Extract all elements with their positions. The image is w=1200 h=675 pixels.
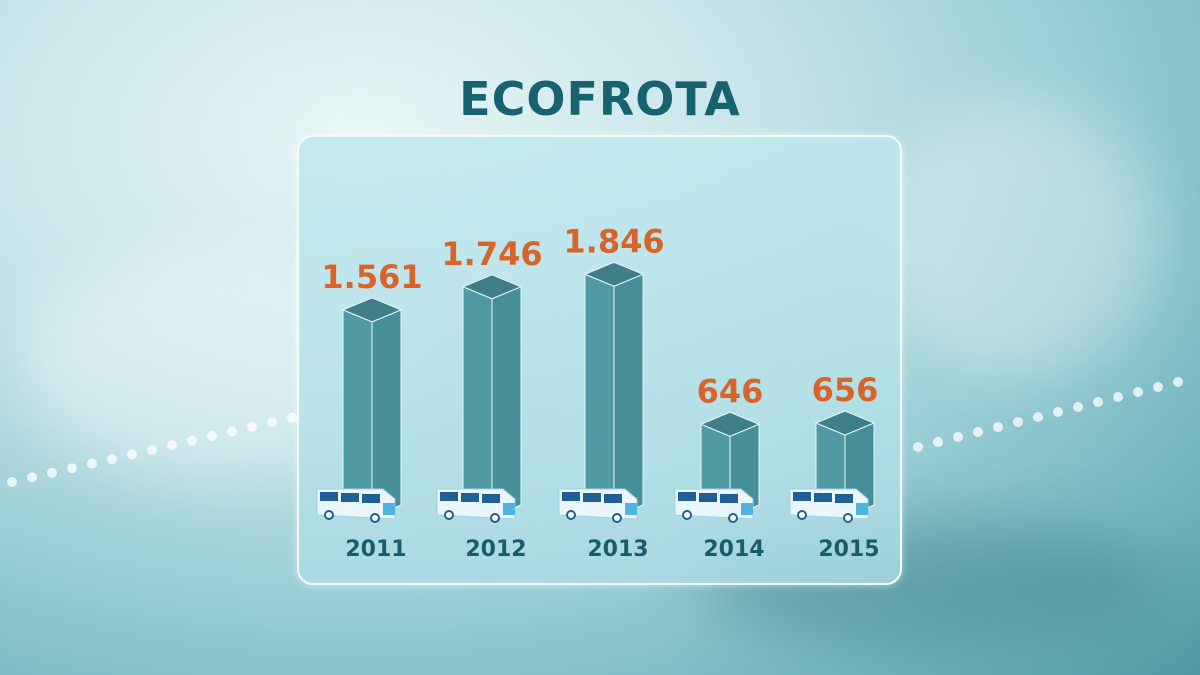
dot — [227, 426, 237, 437]
dot — [167, 440, 177, 451]
value-label: 656 — [812, 371, 879, 409]
dot — [913, 442, 923, 452]
dot — [1033, 412, 1043, 422]
dot — [67, 463, 77, 474]
dot — [127, 449, 137, 460]
bar-top — [461, 274, 523, 300]
dot — [1093, 397, 1103, 407]
value-label: 646 — [697, 372, 764, 410]
dot — [1073, 402, 1083, 412]
bar-top — [341, 297, 403, 323]
dot — [27, 472, 37, 483]
dot — [7, 477, 17, 487]
bar-front — [342, 309, 373, 518]
value-label: 1.846 — [563, 222, 664, 260]
dot — [933, 437, 943, 447]
dot — [993, 422, 1003, 432]
bar-2012 — [461, 274, 523, 518]
bar-top — [814, 410, 876, 436]
bus-icon — [789, 488, 869, 523]
value-label: 1.561 — [321, 258, 422, 296]
page-title: ECOFROTA — [459, 72, 741, 126]
dot — [953, 432, 963, 442]
bus-icon — [674, 488, 754, 523]
year-label: 2011 — [345, 537, 406, 562]
dot — [47, 467, 57, 478]
dot — [1113, 392, 1123, 402]
bar-side — [371, 309, 402, 518]
bus-icon — [316, 488, 396, 523]
dot — [87, 458, 97, 469]
bar-front — [462, 286, 493, 518]
year-label: 2015 — [818, 537, 879, 562]
cloud — [880, 100, 1160, 380]
bar-2011 — [341, 297, 403, 518]
dot — [973, 427, 983, 437]
dot — [1153, 382, 1163, 392]
dot — [187, 435, 197, 446]
dot — [147, 444, 157, 455]
dot — [1133, 387, 1143, 397]
dot — [1013, 417, 1023, 427]
year-label: 2013 — [587, 537, 648, 562]
dot — [1053, 407, 1063, 417]
dot — [207, 431, 217, 441]
dot — [287, 412, 297, 423]
bar-side — [491, 286, 522, 518]
value-label: 1.746 — [441, 235, 542, 273]
bus-icon — [558, 488, 638, 523]
dot — [107, 454, 117, 464]
bus-icon — [436, 488, 516, 523]
bar-front — [584, 273, 615, 518]
bar-2013 — [583, 261, 645, 518]
year-label: 2012 — [465, 537, 526, 562]
dot — [1173, 377, 1183, 387]
dot — [247, 421, 257, 432]
bar-side — [613, 273, 644, 518]
dot — [267, 417, 277, 428]
year-label: 2014 — [703, 537, 764, 562]
bar-top — [583, 261, 645, 287]
bar-top — [699, 411, 761, 437]
